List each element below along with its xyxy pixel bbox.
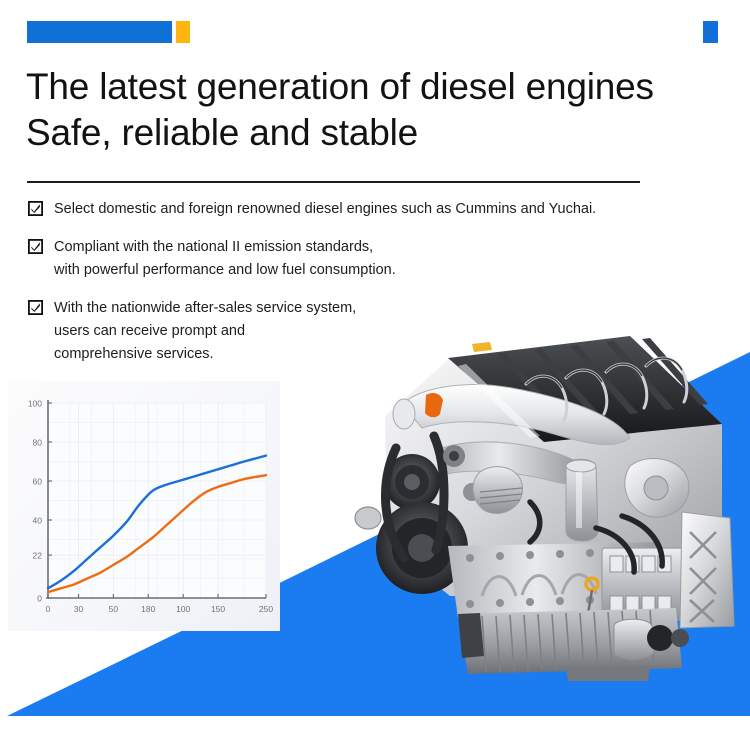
list-item: Compliant with the national II emission … — [28, 236, 648, 282]
page-title: The latest generation of diesel engines … — [26, 64, 706, 156]
list-item: Select domestic and foreign renowned die… — [28, 198, 648, 221]
y-axis-ticks: 0 22 40 60 80 100 — [28, 399, 52, 604]
chart-line-series-orange — [46, 473, 268, 594]
x-tick-label: 50 — [109, 604, 119, 614]
x-tick-label: 180 — [141, 604, 155, 614]
list-item-text: Select domestic and foreign renowned die… — [54, 198, 596, 221]
diesel-engine-photo — [354, 336, 735, 681]
top-accent-bar-blue-right — [703, 21, 718, 43]
page-title-line-1: The latest generation of diesel engines — [26, 66, 654, 107]
list-item-text: With the nationwide after-sales service … — [54, 297, 356, 366]
x-tick-label: 250 — [259, 604, 273, 614]
y-tick-label: 0 — [37, 594, 42, 604]
list-item-line: With the nationwide after-sales service … — [54, 300, 357, 316]
list-item-text: Compliant with the national II emission … — [54, 236, 396, 282]
list-item-line: users can receive prompt and — [54, 323, 246, 339]
list-item-line: comprehensive services. — [54, 346, 214, 362]
feature-list: Select domestic and foreign renowned die… — [28, 198, 648, 381]
top-accent-bar-orange — [176, 21, 190, 43]
checkbox-checked-icon — [28, 300, 43, 315]
list-item-line: with powerful performance and low fuel c… — [54, 262, 396, 278]
list-item-line: Select domestic and foreign renowned die… — [54, 201, 597, 217]
y-tick-label: 60 — [33, 477, 43, 487]
y-tick-label: 40 — [33, 516, 43, 526]
title-divider — [27, 181, 640, 183]
x-tick-label: 0 — [46, 604, 51, 614]
x-axis-ticks: 0 30 50 180 100 150 250 — [46, 594, 273, 614]
page-title-line-2: Safe, reliable and stable — [26, 112, 418, 153]
line-chart: 0 22 40 60 80 100 0 30 50 180 100 150 250 — [28, 399, 274, 615]
x-tick-label: 150 — [211, 604, 225, 614]
x-tick-label: 30 — [74, 604, 84, 614]
top-accent-bar-blue-left — [27, 21, 172, 43]
chart-line-series-blue — [46, 454, 268, 590]
y-tick-label: 100 — [28, 399, 42, 409]
checkbox-checked-icon — [28, 239, 43, 254]
checkbox-checked-icon — [28, 201, 43, 216]
x-tick-label: 100 — [176, 604, 190, 614]
y-tick-label: 80 — [33, 438, 43, 448]
list-item-line: Compliant with the national II emission … — [54, 239, 374, 255]
list-item: With the nationwide after-sales service … — [28, 297, 648, 366]
y-tick-label: 22 — [33, 551, 43, 561]
